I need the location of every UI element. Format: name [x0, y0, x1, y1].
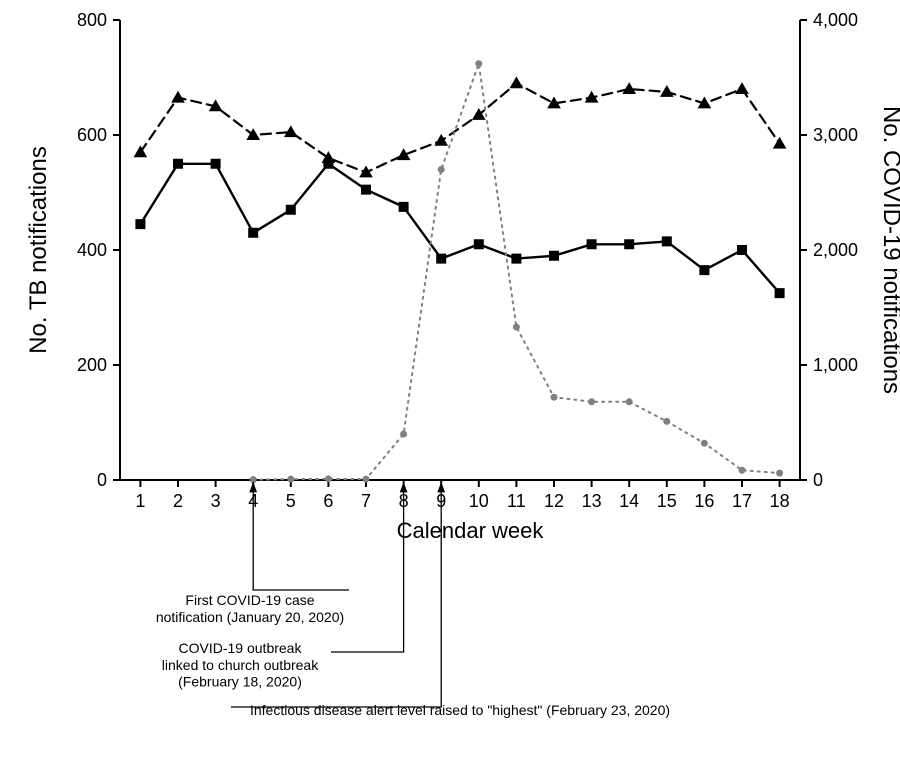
- annotation-text: linked to church outbreak: [162, 657, 319, 673]
- y-left-axis-label: No. TB notifications: [25, 146, 52, 354]
- x-axis-label: Calendar week: [397, 518, 545, 543]
- y-left-tick-label: 400: [77, 240, 107, 260]
- y-left-tick-label: 600: [77, 125, 107, 145]
- x-tick-label: 14: [619, 491, 639, 511]
- x-tick-label: 17: [732, 491, 752, 511]
- x-tick-label: 12: [544, 491, 564, 511]
- annotation-text: Infectious disease alert level raised to…: [250, 702, 670, 718]
- y-left-tick-label: 0: [97, 470, 107, 490]
- y-right-tick-label: 1,000: [813, 355, 858, 375]
- series-tb-2019: [134, 76, 787, 177]
- annotation-text: COVID-19 outbreak: [179, 640, 303, 656]
- y-right-axis-label: No. COVID-19 notifications: [878, 106, 900, 394]
- x-tick-label: 3: [211, 491, 221, 511]
- chart-svg: 020040060080001,0002,0003,0004,000123456…: [0, 0, 900, 760]
- y-right-tick-label: 0: [813, 470, 823, 490]
- series-tb-2020: [135, 159, 784, 298]
- x-tick-label: 10: [469, 491, 489, 511]
- y-left-tick-label: 800: [77, 10, 107, 30]
- y-right-tick-label: 4,000: [813, 10, 858, 30]
- y-left-tick-label: 200: [77, 355, 107, 375]
- y-right-tick-label: 2,000: [813, 240, 858, 260]
- y-right-tick-label: 3,000: [813, 125, 858, 145]
- x-tick-label: 13: [582, 491, 602, 511]
- annotation-text: notification (January 20, 2020): [156, 609, 344, 625]
- annotation-text: First COVID-19 case: [185, 592, 314, 608]
- x-tick-label: 18: [770, 491, 790, 511]
- x-tick-label: 7: [361, 491, 371, 511]
- chart-container: 020040060080001,0002,0003,0004,000123456…: [0, 0, 900, 760]
- x-tick-label: 5: [286, 491, 296, 511]
- x-tick-label: 16: [694, 491, 714, 511]
- x-tick-label: 11: [507, 491, 526, 511]
- annotation-text: (February 18, 2020): [178, 674, 302, 690]
- x-tick-label: 15: [657, 491, 677, 511]
- x-tick-label: 2: [173, 491, 183, 511]
- x-tick-label: 6: [323, 491, 333, 511]
- annotation-church-outbreak: COVID-19 outbreaklinked to church outbre…: [162, 482, 404, 690]
- x-tick-label: 1: [135, 491, 145, 511]
